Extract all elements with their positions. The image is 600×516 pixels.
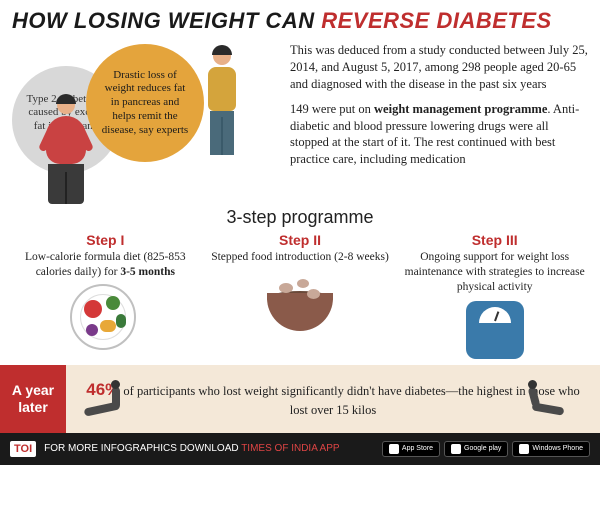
step-3: Step III Ongoing support for weight loss… <box>403 232 586 359</box>
footer-left: TOI FOR MORE INFOGRAPHICS DOWNLOAD TIMES… <box>10 441 340 457</box>
footer-bar: TOI FOR MORE INFOGRAPHICS DOWNLOAD TIMES… <box>0 433 600 465</box>
apple-icon <box>389 444 399 454</box>
toi-logo: TOI <box>10 441 36 457</box>
stretching-person-left-icon <box>76 377 140 425</box>
step-1-label: Step I <box>14 232 197 248</box>
play-icon <box>451 444 461 454</box>
step-2-desc: Stepped food introduction (2-8 weeks) <box>209 250 392 265</box>
programme-title: 3-step programme <box>0 205 600 232</box>
app-store-badge[interactable]: App Store <box>382 441 440 457</box>
app-badges: App Store Google play Windows Phone <box>382 441 590 457</box>
study-p2: 149 were put on weight management progra… <box>290 101 588 169</box>
step-1-desc: Low-calorie formula diet (825-853 calori… <box>14 250 197 280</box>
study-p1: This was deduced from a study conducted … <box>290 42 588 93</box>
top-section: Type 2 diabetes is caused by excess fat … <box>0 38 600 205</box>
overweight-person-icon <box>46 94 86 204</box>
weighing-scale-icon <box>466 301 524 359</box>
steps-row: Step I Low-calorie formula diet (825-853… <box>0 232 600 365</box>
year-later-box: A year later <box>0 365 66 433</box>
slim-person-icon <box>202 45 242 155</box>
step-2-label: Step II <box>209 232 392 248</box>
stretching-person-right-icon <box>522 375 586 423</box>
title-highlight: REVERSE DIABETES <box>321 8 552 33</box>
step-2: Step II Stepped food introduction (2-8 w… <box>209 232 392 359</box>
title-pre: HOW LOSING WEIGHT CAN <box>12 8 321 33</box>
main-title: HOW LOSING WEIGHT CAN REVERSE DIABETES <box>0 0 600 38</box>
step-3-label: Step III <box>403 232 586 248</box>
google-play-badge[interactable]: Google play <box>444 441 508 457</box>
circle-remission: Drastic loss of weight reduces fat in pa… <box>86 44 204 162</box>
circles-figure: Type 2 diabetes is caused by excess fat … <box>12 42 282 197</box>
food-bowl-icon <box>265 269 335 339</box>
windows-badge[interactable]: Windows Phone <box>512 441 590 457</box>
infographic-root: HOW LOSING WEIGHT CAN REVERSE DIABETES T… <box>0 0 600 516</box>
step-1: Step I Low-calorie formula diet (825-853… <box>14 232 197 359</box>
step-3-desc: Ongoing support for weight loss maintena… <box>403 250 586 295</box>
result-strip: A year later 46% of participants who los… <box>0 365 600 433</box>
result-text: 46% of participants who lost weight sign… <box>66 379 600 419</box>
salad-plate-icon <box>70 284 140 354</box>
study-description: This was deduced from a study conducted … <box>290 42 588 197</box>
footer-text: FOR MORE INFOGRAPHICS DOWNLOAD TIMES OF … <box>44 443 339 454</box>
windows-icon <box>519 444 529 454</box>
